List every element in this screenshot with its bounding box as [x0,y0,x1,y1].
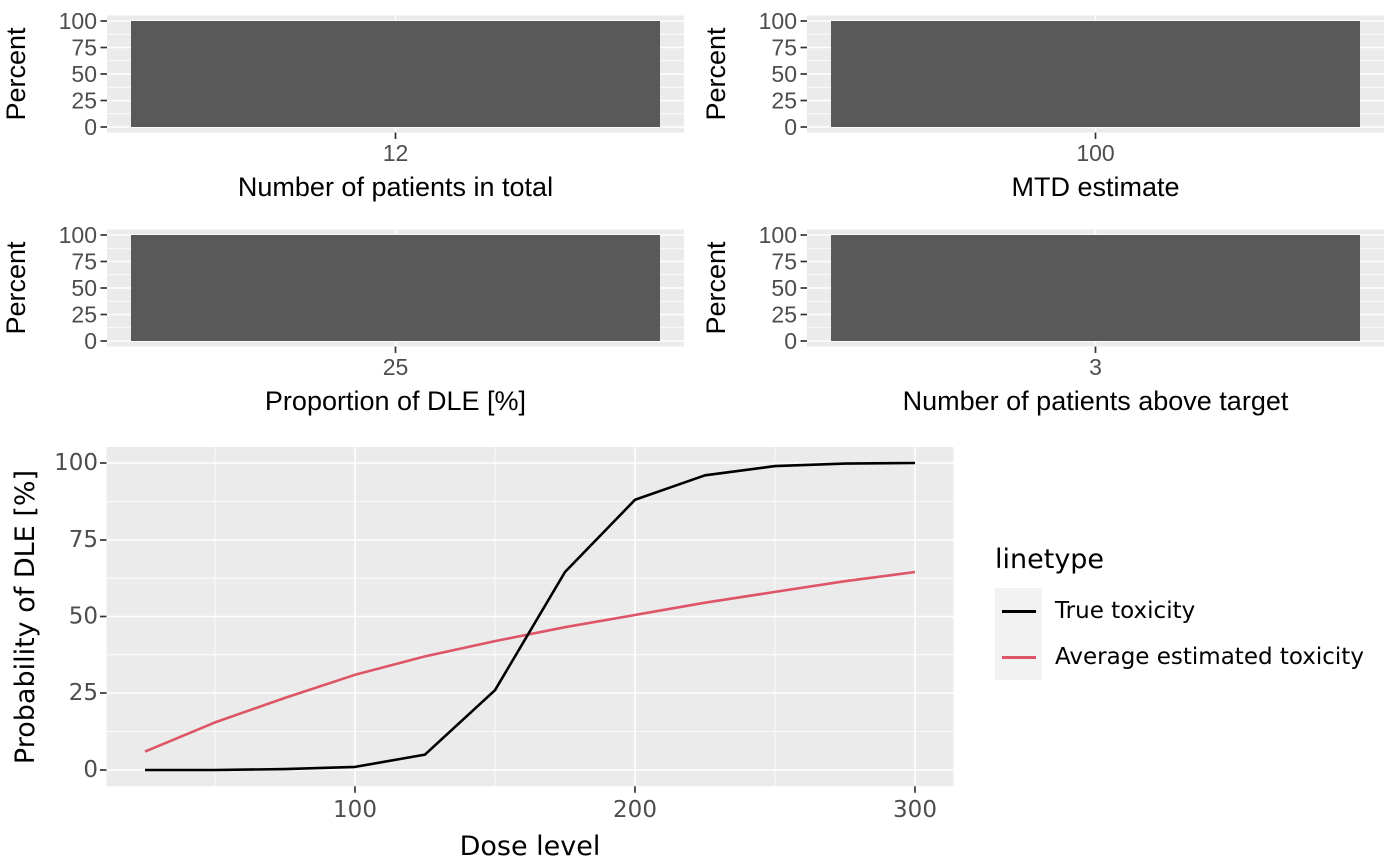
x-tick-label: 100 [1076,140,1114,166]
y-tick-marks [800,20,807,128]
y-tick-label: 75 [71,35,97,61]
bar [831,21,1360,127]
black-line-sample-icon [1001,609,1036,613]
y-tick-label: 100 [54,450,98,476]
y-tick-label: 0 [784,114,797,140]
x-tick-marks [354,786,916,793]
y-tick-label: 100 [59,222,97,248]
legend-entry-average-estimated-toxicity: Average estimated toxicity [995,634,1364,680]
y-tick-labels: 100 75 50 25 0 [59,8,97,140]
y-tick-label: 50 [69,604,98,630]
histogram-patients-above-target: Percent 100 75 50 25 0 [701,222,1384,416]
x-axis-title: Dose level [460,831,601,862]
y-tick-label: 25 [71,88,97,114]
y-tick-marks [100,462,107,771]
y-tick-labels: 100 75 50 25 0 [54,450,98,783]
y-tick-label: 100 [759,8,797,34]
x-tick-labels: 100 200 300 [333,797,937,823]
gridlines [106,447,954,787]
y-tick-label: 50 [771,61,797,87]
y-tick-label: 0 [84,328,97,354]
legend-entry-true-toxicity: True toxicity [995,588,1364,634]
y-tick-labels: 100 75 50 25 0 [59,222,97,354]
y-tick-label: 75 [771,249,797,275]
legend-key [995,588,1042,634]
y-tick-label: 100 [759,222,797,248]
x-tick-label: 25 [383,354,409,380]
bar [131,235,660,341]
x-axis-title: Number of patients in total [238,172,553,202]
bar [831,235,1360,341]
y-tick-label: 75 [69,527,98,553]
bar [131,21,660,127]
y-tick-labels: 100 75 50 25 0 [759,222,797,354]
y-tick-label: 50 [71,61,97,87]
y-tick-label: 25 [771,302,797,328]
y-tick-label: 75 [71,249,97,275]
dose-toxicity-line-chart: Probability of DLE [%] 100 75 50 25 0 [10,447,954,862]
y-tick-label: 25 [69,680,98,706]
histogram-patients-total: Percent 100 75 50 25 0 [1,8,684,202]
y-tick-label: 50 [771,275,797,301]
y-tick-label: 25 [771,88,797,114]
y-axis-title: Percent [701,241,731,335]
legend-label: Average estimated toxicity [1055,644,1364,670]
y-tick-label: 0 [83,757,98,783]
y-tick-label: 100 [59,8,97,34]
x-tick-label: 12 [383,140,409,166]
y-tick-label: 75 [771,35,797,61]
y-tick-label: 25 [71,302,97,328]
average-estimated-toxicity-line [144,570,916,753]
y-tick-marks [100,234,107,342]
legend-label: True toxicity [1055,598,1196,624]
y-tick-labels: 100 75 50 25 0 [759,8,797,140]
y-tick-label: 0 [84,114,97,140]
histogram-mtd-estimate: Percent 100 75 50 25 0 [701,8,1384,202]
x-axis-title: Number of patients above target [903,386,1289,416]
x-tick-label: 300 [893,797,937,823]
y-axis-title: Percent [1,241,31,335]
y-tick-marks [100,20,107,128]
y-axis-title: Probability of DLE [%] [10,470,41,764]
red-line-sample-icon [1001,655,1036,659]
y-tick-label: 50 [71,275,97,301]
y-tick-label: 0 [784,328,797,354]
legend-key [995,634,1042,680]
x-tick-label: 3 [1089,354,1102,380]
x-axis-title: Proportion of DLE [%] [265,386,526,416]
legend: linetype True toxicity Average estimated… [995,544,1364,680]
true-toxicity-line [145,461,916,772]
x-tick-label: 200 [613,797,657,823]
y-axis-title: Percent [1,27,31,121]
y-axis-title: Percent [701,27,731,121]
histogram-dle-proportion: Percent 100 75 50 25 0 [1,222,684,416]
x-axis-title: MTD estimate [1011,172,1179,202]
legend-title: linetype [995,544,1105,575]
y-tick-marks [800,234,807,342]
x-tick-label: 100 [333,797,377,823]
